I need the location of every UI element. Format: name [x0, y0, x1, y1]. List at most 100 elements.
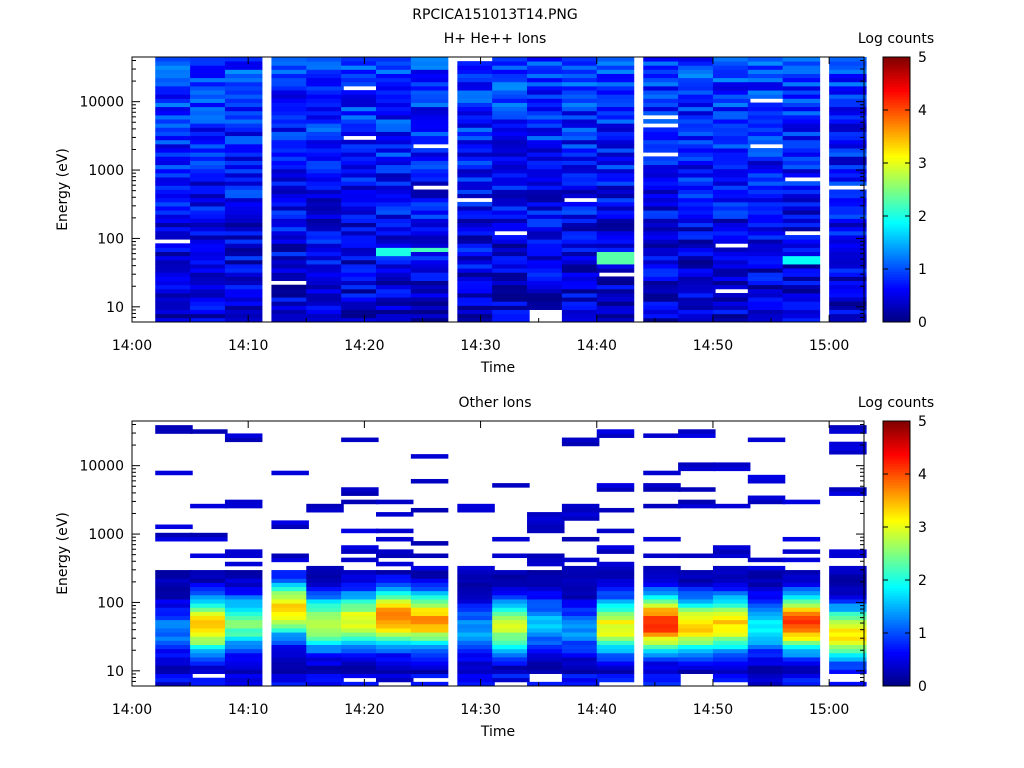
heatmap-cell — [829, 214, 867, 219]
heatmap-cell — [341, 230, 379, 236]
heatmap-cell — [712, 247, 751, 253]
heatmap-cell — [712, 148, 751, 153]
heatmap-cell — [457, 565, 495, 571]
heatmap-cell — [155, 61, 193, 66]
heatmap-cell — [341, 586, 379, 592]
heatmap-cell — [155, 57, 193, 62]
colorbar-swatch — [883, 476, 910, 480]
heatmap-cell — [643, 681, 681, 687]
heatmap-cell — [527, 305, 565, 310]
heatmap-cell — [341, 272, 379, 277]
heatmap-cell — [155, 301, 193, 306]
heatmap-cell — [190, 77, 228, 83]
heatmap-cell — [712, 94, 751, 99]
heatmap-cell — [492, 69, 530, 74]
heatmap-cell — [829, 197, 867, 203]
heatmap-cell — [678, 487, 716, 492]
heatmap-cell — [492, 247, 530, 253]
heatmap-cell — [678, 429, 716, 434]
heatmap-cell — [155, 470, 193, 476]
heatmap-cell — [457, 661, 495, 666]
heatmap-cell — [190, 168, 228, 174]
heatmap-cell — [376, 272, 414, 277]
heatmap-cell — [271, 611, 309, 617]
heatmap-cell — [596, 77, 635, 83]
y-tick-label: 1000 — [88, 163, 124, 179]
heatmap-cell — [376, 652, 414, 658]
heatmap-cell — [190, 156, 228, 161]
heatmap-cell — [678, 466, 716, 472]
heatmap-cell — [712, 90, 751, 95]
heatmap-cell — [747, 599, 786, 604]
heatmap-cell — [271, 264, 309, 269]
heatmap-cell — [190, 603, 228, 608]
heatmap-cell — [782, 586, 821, 592]
x-ticks: 14:00 14:10 14:20 14:30 14:40 14:50 15:00 — [112, 57, 849, 354]
heatmap-cell — [829, 574, 867, 579]
heatmap-cell — [527, 81, 565, 87]
heatmap-cell — [341, 549, 379, 554]
heatmap-cell — [782, 264, 821, 269]
heatmap-cell — [747, 73, 786, 79]
heatmap-cell — [643, 309, 681, 315]
heatmap-cell — [561, 615, 600, 621]
heatmap-cell — [457, 172, 495, 178]
heatmap-cell — [596, 280, 635, 286]
colorbar-swatch — [883, 276, 910, 281]
heatmap-cell — [190, 607, 228, 612]
colorbar-swatch — [883, 141, 910, 145]
heatmap-cell — [712, 570, 751, 575]
heatmap-cell — [271, 288, 309, 294]
heatmap-cell — [561, 98, 600, 103]
heatmap-cell — [341, 437, 379, 443]
heatmap-cell — [376, 288, 414, 294]
heatmap-cell — [271, 578, 309, 583]
heatmap-cell — [561, 619, 600, 625]
heatmap-cell — [782, 644, 821, 650]
heatmap-cell — [643, 578, 681, 583]
heatmap-cell — [712, 594, 751, 600]
colorbar-swatch — [883, 221, 910, 225]
heatmap-cell — [224, 73, 263, 79]
heatmap-cell — [782, 168, 821, 174]
heatmap-cell — [492, 168, 530, 174]
colorbar-swatch — [883, 316, 910, 320]
heatmap-cell — [643, 599, 681, 604]
heatmap-cell — [829, 160, 867, 166]
heatmap-cell — [410, 65, 449, 70]
heatmap-cell — [306, 177, 344, 182]
heatmap-cell — [782, 284, 821, 290]
heatmap-cell — [376, 297, 414, 302]
heatmap-cell — [527, 661, 565, 666]
heatmap-cell — [561, 201, 600, 207]
heatmap-cell — [457, 652, 495, 658]
heatmap-cell — [561, 640, 600, 645]
heatmap-cell — [457, 665, 495, 670]
heatmap-cell — [190, 288, 228, 294]
heatmap-cell — [224, 181, 263, 186]
heatmap-cell — [155, 181, 193, 186]
heatmap-cell — [341, 201, 379, 207]
heatmap-cell — [712, 549, 751, 554]
colorbar-swatch — [883, 548, 910, 552]
heatmap-cell — [376, 185, 414, 190]
heatmap-cell — [829, 90, 867, 95]
heatmap-cell — [410, 657, 449, 662]
heatmap-cell — [782, 665, 821, 670]
heatmap-cell — [829, 226, 867, 232]
heatmap-cell — [410, 297, 449, 302]
heatmap-cell — [190, 309, 228, 315]
heatmap-cell — [155, 532, 193, 538]
colorbar-swatch — [883, 149, 910, 153]
heatmap-cell — [527, 189, 565, 195]
heatmap-cell — [155, 603, 193, 608]
heatmap-cell — [306, 77, 344, 83]
heatmap-cell — [224, 437, 263, 443]
plot-frame — [131, 56, 865, 323]
heatmap-cell — [678, 189, 716, 195]
heatmap-cell — [643, 503, 681, 509]
heatmap-cell — [747, 222, 786, 228]
heatmap-cell — [224, 57, 263, 62]
heatmap-cell — [410, 131, 449, 137]
heatmap-cell — [271, 69, 309, 74]
